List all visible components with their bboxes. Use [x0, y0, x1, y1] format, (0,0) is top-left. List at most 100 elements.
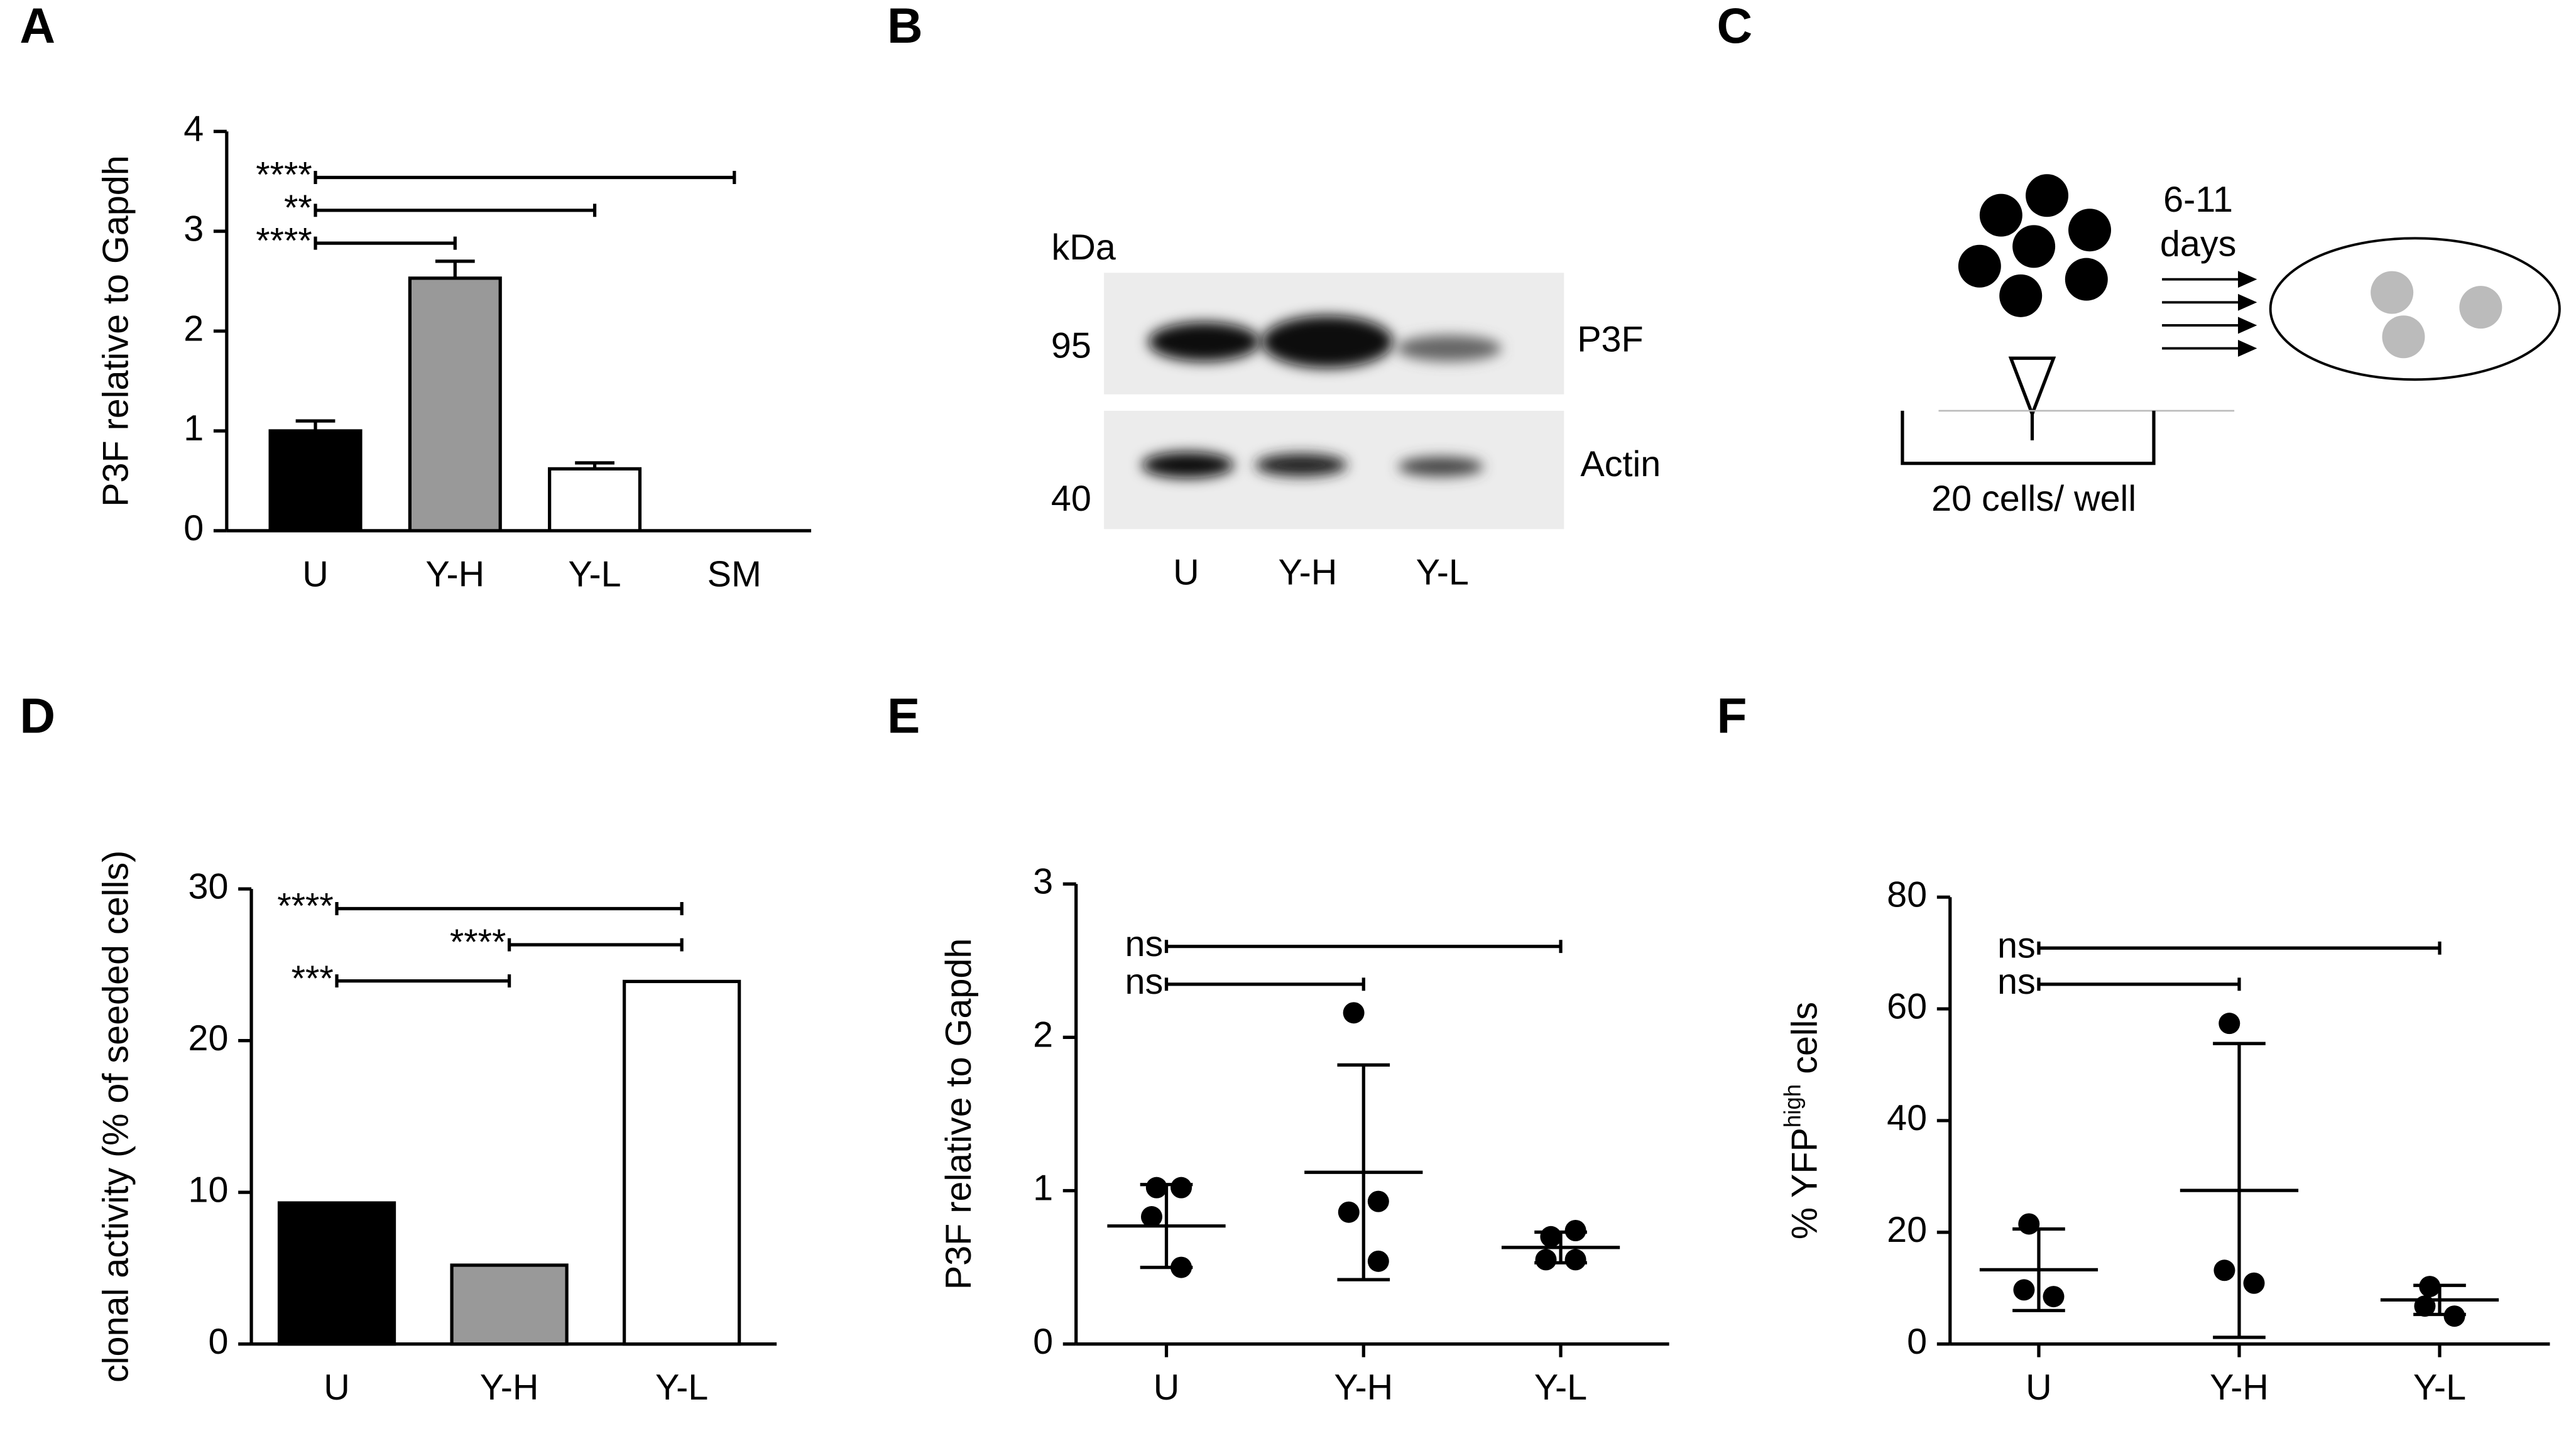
y-tick-label: 10: [188, 1170, 228, 1210]
dish: [2269, 237, 2561, 381]
data-point: [1171, 1256, 1192, 1278]
arrows: [2162, 271, 2257, 357]
panel-label: D: [19, 688, 55, 743]
y-axis-label-part: high: [1779, 1084, 1805, 1128]
significance-label: ***: [292, 959, 334, 999]
x-tick-label: Y-L: [2413, 1368, 2466, 1408]
error-bar: [435, 259, 475, 278]
y-tick-label: 40: [1887, 1098, 1927, 1138]
data-point: [2243, 1272, 2265, 1294]
data-point: [2419, 1276, 2441, 1298]
data-point: [1540, 1226, 1562, 1248]
data-point: [1535, 1249, 1557, 1271]
significance-bracket: [1164, 940, 1563, 954]
lane-label: Y-L: [1416, 553, 1469, 593]
x-tick-label: U: [302, 554, 329, 594]
data-point: [2219, 1013, 2240, 1035]
significance-label: ****: [450, 922, 506, 962]
significance-bracket: [335, 902, 684, 915]
duration-label: 6-11: [2163, 180, 2233, 220]
data-point: [2043, 1286, 2065, 1308]
data-point: [1564, 1249, 1586, 1271]
data-point: [1338, 1201, 1360, 1223]
band: [1262, 315, 1394, 368]
x-tick-label: Y-H: [480, 1368, 539, 1408]
panel-label: E: [887, 688, 920, 743]
error-bar: [2213, 1041, 2266, 1339]
significance-label: ns: [1125, 962, 1164, 1002]
data-point: [2018, 1213, 2040, 1235]
y-tick-label: 80: [1887, 874, 1927, 915]
significance-bracket: [314, 204, 597, 217]
unit-label: kDa: [1051, 227, 1115, 268]
x-tick-label: U: [324, 1368, 350, 1408]
data-point: [1367, 1250, 1389, 1272]
y-tick-label: 0: [1033, 1322, 1053, 1362]
panel-label: F: [1716, 688, 1747, 743]
y-tick-label: 4: [183, 109, 204, 149]
bar: [450, 1263, 569, 1346]
x-tick-label: Y-L: [655, 1368, 708, 1408]
data-point: [2013, 1279, 2035, 1301]
bar: [277, 1201, 396, 1346]
band: [1396, 335, 1502, 362]
y-axis-label-part: cells: [1784, 1002, 1825, 1084]
error-bar: [295, 419, 336, 431]
data-point: [1367, 1190, 1389, 1212]
significance-bracket: [1164, 977, 1365, 991]
y-tick-label: 0: [208, 1322, 228, 1362]
bar: [548, 467, 642, 533]
colonies: [2371, 271, 2502, 359]
data-point: [1140, 1206, 1162, 1228]
lane-label: U: [1173, 553, 1199, 593]
x-tick-label: Y-H: [2210, 1368, 2269, 1408]
schematic-panel: C 20 cells/ well 6-11 days: [1716, 0, 2561, 519]
data-point: [1145, 1177, 1167, 1199]
well: [1901, 410, 2156, 465]
band: [1255, 453, 1348, 477]
cells: [1958, 174, 2112, 317]
marker-label: 95: [1051, 326, 1091, 366]
significance-bracket: [2037, 941, 2442, 955]
y-axis-label: P3F relative to Gapdh: [96, 155, 136, 507]
significance-label: ns: [1125, 924, 1164, 964]
panel-label: C: [1716, 0, 1752, 53]
significance-bracket: [507, 938, 684, 952]
significance-label: ****: [256, 220, 312, 261]
data-point: [2443, 1305, 2465, 1327]
significance-bracket: [335, 974, 511, 988]
y-tick-label: 30: [188, 866, 228, 906]
x-tick-label: Y-H: [1334, 1368, 1393, 1408]
significance-label: ****: [256, 155, 312, 195]
panel-label: A: [19, 0, 55, 53]
y-tick-label: 2: [183, 308, 204, 349]
significance-bracket: [2037, 977, 2241, 991]
marker-label: 40: [1051, 479, 1091, 519]
error-bar: [1337, 1063, 1390, 1281]
y-tick-label: 0: [183, 508, 204, 548]
pipette: [2008, 356, 2056, 441]
significance-label: **: [284, 188, 312, 228]
y-tick-label: 20: [188, 1018, 228, 1058]
seeding-label: 20 cells/ well: [1931, 479, 2136, 519]
significance-bracket: [314, 171, 736, 184]
y-tick-label: 0: [1907, 1322, 1927, 1362]
significance-label: ****: [277, 886, 334, 927]
y-axis-label: clonal activity (% of seeded cells): [96, 851, 136, 1383]
y-tick-label: 1: [183, 408, 204, 449]
error-bar: [575, 461, 614, 469]
data-point: [2414, 1295, 2436, 1317]
x-tick-label: U: [1154, 1368, 1180, 1408]
y-tick-label: 3: [183, 209, 204, 249]
x-tick-label: U: [2026, 1368, 2052, 1408]
x-tick-label: Y-H: [425, 554, 484, 594]
x-tick-label: Y-L: [1534, 1368, 1587, 1408]
data-point: [1171, 1177, 1192, 1199]
significance-label: ns: [1997, 925, 2036, 965]
bar: [268, 429, 363, 533]
y-tick-label: 60: [1887, 986, 1927, 1026]
blot-panel: B kDa 95 40 P3F Actin U Y-H Y-L: [887, 0, 1661, 593]
y-tick-label: 1: [1033, 1168, 1053, 1209]
bar: [408, 276, 502, 533]
